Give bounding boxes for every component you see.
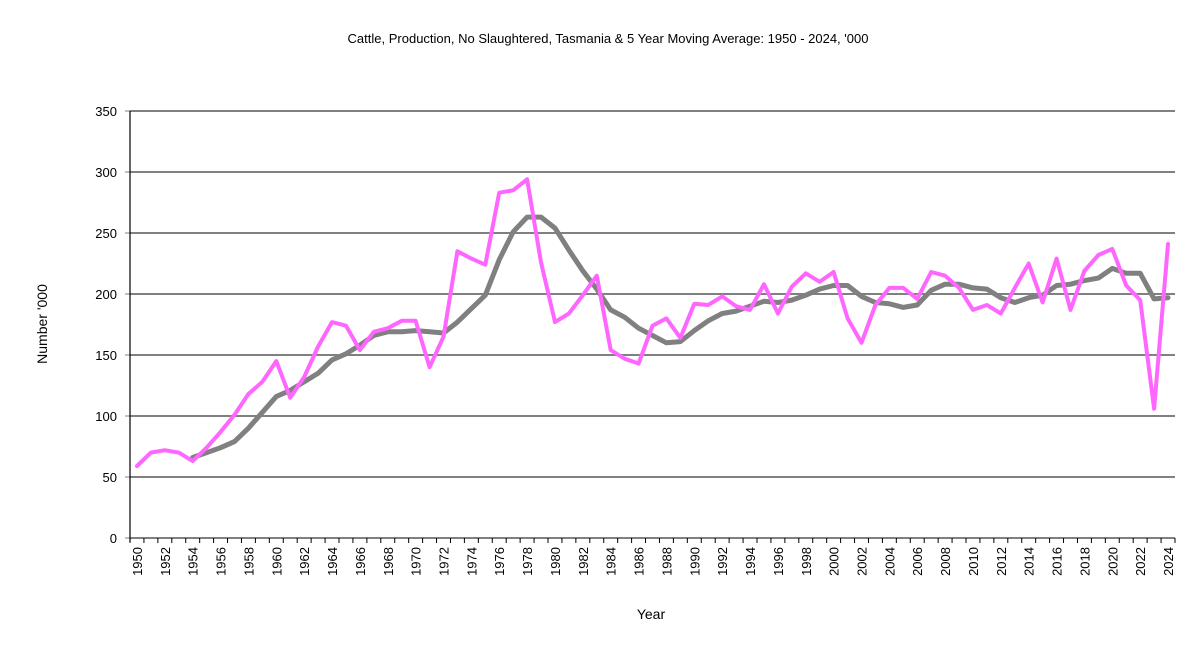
x-tick-label: 1956 — [214, 547, 229, 576]
x-tick-label: 1990 — [687, 547, 702, 576]
x-tick-label: 1986 — [632, 547, 647, 576]
x-tick-label: 1974 — [464, 547, 479, 576]
x-tick-label: 2006 — [910, 547, 925, 576]
x-tick-label: 2024 — [1161, 547, 1176, 576]
x-tick-label: 1960 — [269, 547, 284, 576]
y-tick-label: 250 — [95, 226, 117, 241]
y-tick-label: 100 — [95, 409, 117, 424]
series — [135, 177, 1171, 468]
x-tick-label: 1992 — [715, 547, 730, 576]
x-tick-label: 1950 — [130, 547, 145, 576]
x-tick-label: 2018 — [1077, 547, 1092, 576]
x-tick-label: 1970 — [409, 547, 424, 576]
y-tick-label: 350 — [95, 104, 117, 119]
x-tick-label: 1964 — [325, 547, 340, 576]
y-tick-label: 200 — [95, 287, 117, 302]
x-tick-label: 2012 — [994, 547, 1009, 576]
x-tick-labels: 1950 1952 1954 1956 1958 1960 1962 1964 1966 1968… — [130, 547, 1176, 576]
x-tick-label: 2002 — [855, 547, 870, 576]
x-tick-label: 1962 — [297, 547, 312, 576]
y-tick-label: 50 — [103, 470, 117, 485]
x-tick-label: 1966 — [353, 547, 368, 576]
x-tick-label: 1980 — [548, 547, 563, 576]
x-tick-label: 1958 — [241, 547, 256, 576]
x-tick-label: 2008 — [938, 547, 953, 576]
gridlines — [130, 110, 1175, 478]
x-tick-label: 1994 — [743, 547, 758, 576]
y-tick-label: 0 — [110, 531, 117, 546]
x-tick-label: 1982 — [576, 547, 591, 576]
x-tick-label: 1972 — [437, 547, 452, 576]
x-tick-label: 1984 — [604, 547, 619, 576]
x-tick-label: 1952 — [158, 547, 173, 576]
series-line-production — [135, 177, 1170, 468]
x-tick-label: 2000 — [827, 547, 842, 576]
y-tick-label: 150 — [95, 348, 117, 363]
axes — [125, 110, 1176, 543]
x-tick-label: 1968 — [381, 547, 396, 576]
x-tick-label: 1998 — [799, 547, 814, 576]
x-tick-label: 1978 — [520, 547, 535, 576]
x-tick-label: 2016 — [1050, 547, 1065, 576]
x-tick-label: 1976 — [492, 547, 507, 576]
x-tick-label: 2004 — [882, 547, 897, 576]
x-tick-label: 2020 — [1105, 547, 1120, 576]
y-tick-label: 300 — [95, 165, 117, 180]
x-tick-label: 1996 — [771, 547, 786, 576]
x-tick-label: 2010 — [966, 547, 981, 576]
x-tick-label: 2022 — [1133, 547, 1148, 576]
x-tick-label: 1954 — [186, 547, 201, 576]
x-tick-label: 1988 — [659, 547, 674, 576]
y-axis-title: Number '000 — [34, 284, 50, 364]
chart-title: Cattle, Production, No Slaughtered, Tasm… — [348, 31, 869, 46]
y-tick-labels: 0 50 100 150 200 250 300 350 — [95, 104, 117, 546]
x-tick-label: 2014 — [1022, 547, 1037, 576]
x-axis-title: Year — [637, 606, 666, 622]
